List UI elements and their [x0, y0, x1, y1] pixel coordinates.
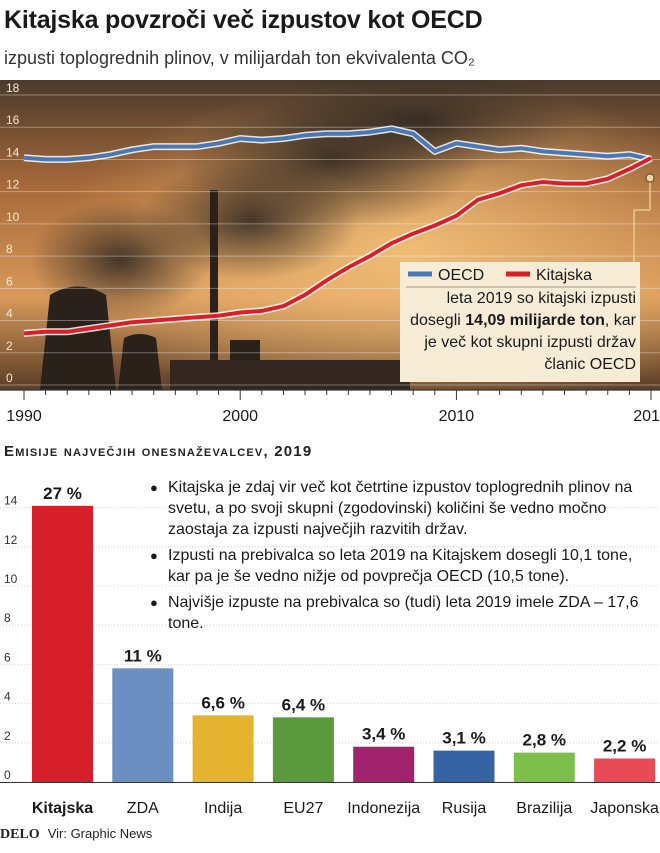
y-axis: 0 2 4 6 8 10 12 14 16 18 [6, 81, 20, 385]
bar-indonezija [353, 746, 415, 782]
note-item: Kitajska je zdaj vir več kot četrtine iz… [150, 477, 650, 540]
bar-data-label: 2,8 % [523, 731, 566, 750]
y-tick-label: 4 [6, 307, 13, 321]
bar-japonska [594, 758, 656, 782]
footer: DELO Vir: Graphic News [0, 826, 152, 843]
bar-chart: 0 2 4 6 8 10 12 14 27 % 11 % 6,6 % 6,4 % 3,4 % 3,1 %… [0, 484, 660, 817]
bar-data-labels: 27 % 11 % 6,6 % 6,4 % 3,4 % 3,1 % 2,8 % 2,2 % [43, 484, 646, 756]
bar-data-label: 6,6 % [201, 693, 244, 712]
y-tick-label: 16 [6, 113, 20, 127]
callout-text-part2: , kar je več kot skupni izpusti držav čl… [424, 312, 636, 373]
section-title: Emisije največjih onesnaževalcev, 2019 [4, 443, 313, 460]
callout-box [400, 262, 640, 382]
category-label: ZDA [127, 800, 159, 817]
y-tick-label: 18 [6, 81, 20, 95]
notes-list: Kitajska je zdaj vir več kot četrtine iz… [150, 477, 650, 639]
bar-data-label: 27 % [43, 484, 82, 503]
y-tick-label: 14 [6, 145, 20, 159]
y-tick-label: 12 [6, 178, 20, 192]
source-text: Vir: Graphic News [47, 826, 153, 841]
x-tick-label: 1990 [6, 408, 42, 425]
annotation-callout: OECD Kitajska leta 2019 so kitajski izpu… [400, 173, 655, 382]
bar-kitajska [32, 505, 93, 782]
series-line-kitajska [23, 156, 652, 336]
y-tick-label: 10 [4, 572, 18, 586]
bar-zda [112, 668, 174, 782]
bar-y-axis: 0 2 4 6 8 10 12 14 [4, 494, 18, 782]
bar-indija [192, 715, 254, 782]
bar-data-label: 2,2 % [603, 736, 646, 755]
series-line-oecd [23, 126, 652, 162]
bar-data-label: 11 % [124, 646, 162, 665]
category-label: Kitajska [32, 800, 93, 817]
y-tick-label: 8 [4, 611, 11, 625]
y-tick-label: 2 [6, 339, 13, 353]
y-tick-label: 6 [6, 274, 13, 288]
series-lines [23, 125, 653, 337]
legend: OECD Kitajska [408, 267, 592, 284]
page-title: Kitajska povzroči več izpustov kot OECD [4, 6, 483, 34]
publisher-logo: DELO [0, 827, 40, 842]
legend-label-kitajska: Kitajska [536, 267, 592, 284]
x-axis-band [0, 390, 660, 432]
bar-category-labels: Kitajska ZDA Indija EU27 Indonezija Rusija Bra… [32, 800, 659, 817]
bar-data-label: 3,4 % [362, 725, 405, 744]
category-label: Indonezija [347, 800, 420, 817]
line-chart: 0 2 4 6 8 10 12 14 16 18 1990 2000 2010 2019 OECD Ki… [0, 80, 660, 432]
bar-rusija [433, 750, 495, 782]
callout-text: leta 2019 so kitajski izpusti dosegli 14… [404, 288, 638, 376]
bar-brazilija [513, 752, 575, 782]
category-label: EU27 [283, 800, 323, 817]
callout-text-part1: leta 2019 so kitajski izpusti dosegli [410, 290, 636, 329]
x-axis: 1990 2000 2010 2019 [0, 389, 660, 432]
note-item: Izpusti na prebivalca so leta 2019 na Ki… [150, 545, 650, 587]
y-tick-label: 6 [4, 650, 11, 664]
callout-text-bold: 14,09 milijarde ton [465, 312, 605, 329]
y-tick-label: 0 [6, 371, 13, 385]
category-label: Japonska [590, 800, 659, 817]
category-label: Rusija [442, 800, 487, 817]
y-tick-label: 8 [6, 242, 13, 256]
callout-point [645, 173, 655, 183]
y-tick-label: 0 [4, 768, 11, 782]
y-tick-label: 10 [6, 210, 20, 224]
page-subtitle: izpusti toplogrednih plinov, v milijarda… [4, 48, 475, 68]
y-tick-label: 14 [4, 494, 18, 508]
bars [32, 505, 656, 782]
x-tick-label: 2010 [439, 408, 475, 425]
y-tick-label: 12 [4, 533, 18, 547]
category-label: Indija [204, 800, 242, 817]
category-label: Brazilija [516, 800, 572, 817]
x-tick-label: 2019 [633, 408, 660, 425]
bar-data-label: 6,4 % [282, 695, 325, 714]
bar-eu27 [272, 717, 334, 782]
legend-label-oecd: OECD [438, 267, 484, 284]
bar-data-label: 3,1 % [442, 729, 485, 748]
note-item: Najvišje izpuste na prebivalca so (tudi)… [150, 592, 650, 634]
x-tick-label: 2000 [222, 408, 258, 425]
y-tick-label: 2 [4, 729, 11, 743]
y-tick-label: 4 [4, 690, 11, 704]
